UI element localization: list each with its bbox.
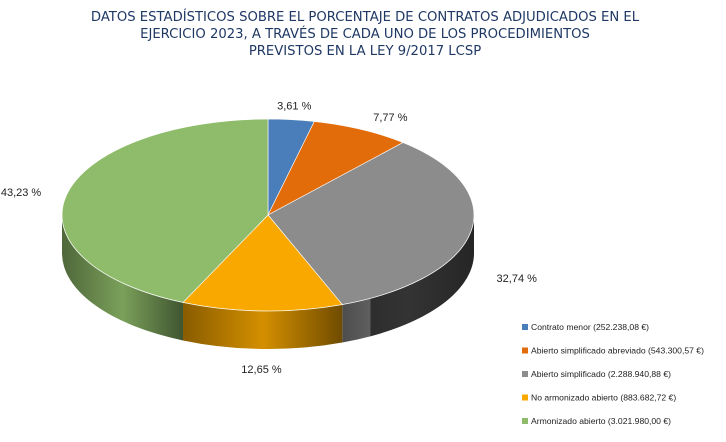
pie-slices — [61, 118, 475, 312]
pie-data-label: 32,74 % — [497, 273, 538, 285]
legend-item: Armonizado abierto (3.021.980,00 €) — [531, 416, 671, 426]
chart-title-line-1: DATOS ESTADÍSTICOS SOBRE EL PORCENTAJE D… — [91, 8, 640, 25]
pie-data-label: 7,77 % — [373, 112, 407, 124]
pie-depth — [62, 215, 474, 350]
legend-item: Abierto simplificado abreviado (543.300,… — [531, 346, 704, 356]
pie-data-labels: 3,61 % 7,77 % 32,74 % 12,65 % 43,23 % — [1, 101, 537, 376]
pie-slice-side — [62, 215, 184, 341]
pie-data-label: 3,61 % — [277, 101, 311, 113]
chart-title-line-3: PREVISTOS EN LA LEY 9/2017 LCSP — [249, 44, 481, 59]
legend-swatch — [522, 324, 528, 330]
legend-item: Abierto simplificado (2.288.940,88 €) — [531, 369, 671, 379]
pie-data-label: 12,65 % — [241, 364, 282, 376]
chart-title: DATOS ESTADÍSTICOS SOBRE EL PORCENTAJE D… — [91, 8, 640, 59]
legend-swatch — [522, 347, 528, 354]
chart-title-line-2: EJERCICIO 2023, A TRAVÉS DE CADA UNO DE … — [140, 25, 590, 42]
pie-data-label: 43,23 % — [1, 187, 42, 199]
legend: Contrato menor (252.238,08 €) Abierto sim… — [522, 322, 704, 426]
legend-item: Contrato menor (252.238,08 €) — [531, 322, 649, 332]
legend-item: No armonizado abierto (883.682,72 €) — [531, 393, 676, 403]
pie-slice-side — [183, 302, 343, 350]
legend-swatch — [522, 394, 528, 401]
legend-swatch — [522, 418, 528, 424]
pie-rim — [61, 118, 475, 312]
legend-swatch — [522, 371, 528, 377]
pie-side-shadow — [370, 215, 474, 337]
